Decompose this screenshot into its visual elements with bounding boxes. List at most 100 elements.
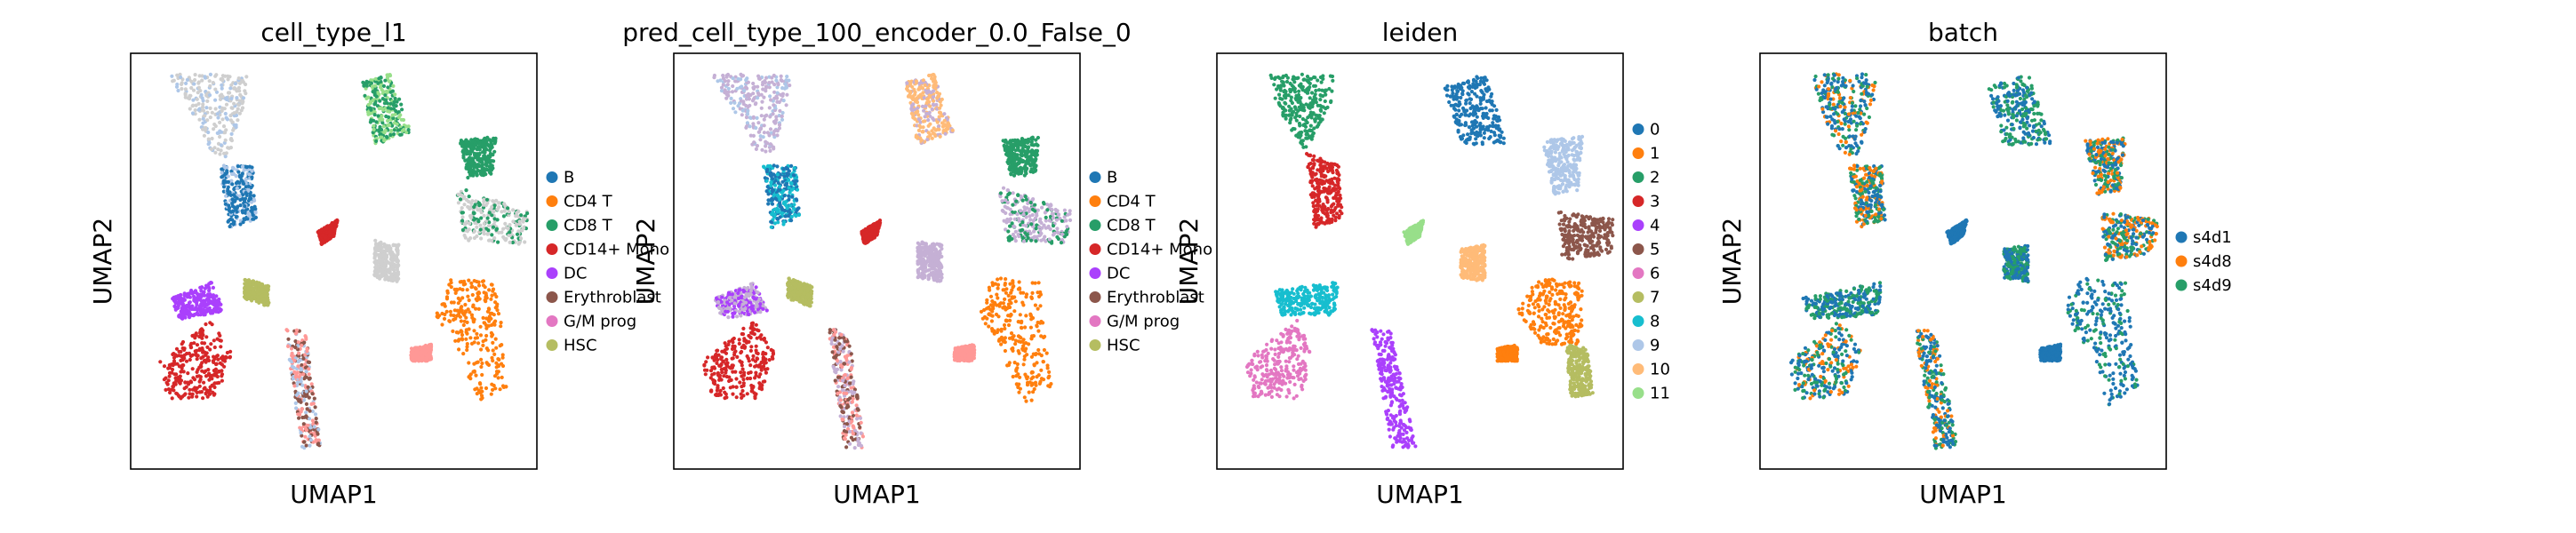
scatter-point: [460, 219, 465, 223]
scatter-point: [918, 125, 923, 130]
scatter-point: [208, 347, 212, 352]
scatter-point: [449, 285, 453, 290]
scatter-point: [217, 331, 221, 336]
scatter-point: [210, 110, 214, 115]
scatter-point: [406, 128, 411, 132]
scatter-point: [937, 256, 941, 260]
scatter-point: [930, 243, 934, 247]
scatter-point: [168, 390, 172, 395]
scatter-point: [190, 394, 195, 399]
scatter-point: [190, 353, 195, 357]
scatter-point: [293, 375, 298, 379]
scatter-point: [1030, 207, 1035, 211]
scatter-point: [238, 92, 243, 97]
scatter-point: [1051, 233, 1056, 237]
scatter-point: [247, 164, 252, 169]
scatter-point: [240, 164, 245, 169]
scatter-point: [171, 385, 176, 389]
scatter-point: [237, 194, 242, 198]
scatter-point: [380, 258, 385, 262]
scatter-point: [228, 224, 232, 229]
scatter-point: [466, 175, 470, 180]
scatter-point: [999, 342, 1004, 346]
scatter-point: [222, 359, 228, 363]
scatter-point: [204, 392, 208, 396]
scatter-point: [206, 137, 211, 141]
scatter-point: [477, 163, 483, 168]
scatter-point: [466, 307, 470, 312]
scatter-point: [376, 81, 380, 85]
umap-panel-2: pred_cell_type_100_encoder_0.0_False_0UM…: [622, 18, 1212, 509]
scatter-point: [485, 216, 490, 220]
scatter-point: [480, 279, 485, 283]
scatter-point: [300, 383, 305, 387]
scatter-point: [472, 362, 476, 366]
scatter-point: [930, 107, 934, 112]
scatter-point: [364, 79, 369, 84]
scatter-point: [172, 388, 176, 393]
scatter-point: [372, 127, 376, 131]
scatter-point: [162, 378, 166, 382]
scatter-point: [372, 252, 377, 257]
scatter-point: [187, 291, 191, 296]
scatter-point: [199, 92, 204, 97]
scatter-point: [167, 365, 172, 370]
scatter-point: [200, 96, 204, 100]
scatter-point: [471, 305, 476, 309]
scatter-point: [194, 290, 198, 295]
scatter-point: [474, 306, 478, 311]
scatter-point: [1055, 235, 1060, 239]
scatter-point: [207, 378, 212, 382]
scatter-point: [252, 194, 256, 198]
scatter-point: [467, 361, 471, 365]
scatter-point: [230, 182, 235, 187]
scatter-point: [470, 292, 475, 298]
scatter-point: [196, 313, 201, 317]
scatter-point: [386, 90, 390, 94]
scatter-point: [208, 292, 212, 297]
scatter-point: [236, 85, 241, 90]
scatter-point: [472, 211, 476, 216]
scatter-point: [224, 102, 229, 107]
scatter-point: [214, 73, 219, 77]
scatter-point: [179, 292, 183, 298]
scatter-point: [473, 220, 477, 226]
scatter-point: [213, 98, 218, 102]
scatter-point: [502, 209, 507, 213]
scatter-point: [476, 152, 480, 156]
scatter-point: [188, 300, 192, 305]
scatter-point: [384, 114, 388, 119]
scatter-point: [175, 73, 180, 77]
scatter-point: [188, 107, 192, 111]
scatter-point: [491, 225, 496, 229]
scatter-point: [1011, 191, 1015, 195]
scatter-point: [478, 390, 483, 395]
scatter-point: [932, 77, 937, 82]
scatter-point: [308, 434, 312, 439]
scatter-point: [186, 96, 190, 100]
scatter-point: [467, 278, 471, 282]
scatter-point: [318, 235, 323, 240]
scatter-point: [470, 315, 475, 320]
scatter-point: [484, 316, 489, 321]
scatter-point: [762, 131, 767, 135]
scatter-point: [220, 354, 225, 359]
scatter-point: [435, 311, 439, 315]
scatter-point: [768, 127, 773, 131]
scatter-point: [218, 120, 222, 124]
scatter-point: [243, 286, 247, 290]
scatter-point: [187, 395, 191, 400]
scatter-point: [932, 276, 937, 281]
scatter-point: [212, 146, 217, 150]
scatter-point: [448, 309, 452, 314]
scatter-point: [234, 174, 238, 179]
scatter-point: [481, 203, 485, 207]
scatter-point: [251, 282, 255, 286]
scatter-point: [770, 76, 774, 80]
scatter-point: [173, 295, 178, 299]
scatter-point: [1050, 207, 1054, 211]
scatter-point: [460, 338, 465, 342]
scatter-point: [304, 389, 308, 394]
scatter-point: [385, 135, 389, 139]
scatter-point: [213, 87, 218, 91]
